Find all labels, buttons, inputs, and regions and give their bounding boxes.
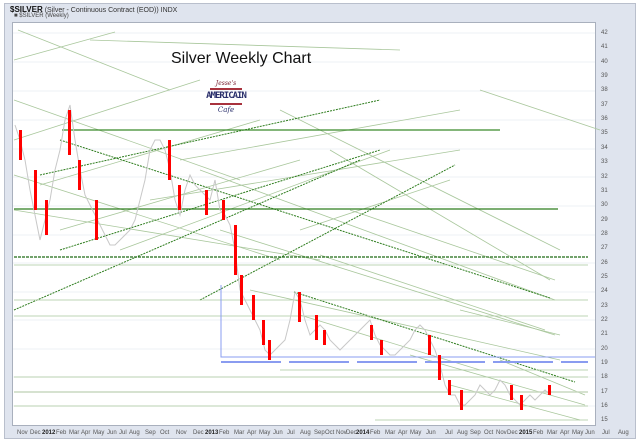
x-tick: Jul [602, 430, 610, 436]
x-tick: Apr [398, 430, 408, 436]
x-tick: Apr [560, 430, 570, 436]
y-tick: 23 [601, 303, 608, 309]
logo-bar-top [210, 88, 242, 90]
y-tick: 36 [601, 116, 608, 122]
x-tick: Jun [273, 430, 283, 436]
x-tick: Mar [385, 430, 396, 436]
y-tick: 27 [601, 245, 608, 251]
x-tick-year: 2015 [519, 430, 533, 436]
x-tick: Feb [56, 430, 67, 436]
x-tick-year: 2013 [205, 430, 219, 436]
x-tick: Jul [119, 430, 127, 436]
y-tick: 31 [601, 188, 608, 194]
x-tick: Jun [426, 430, 436, 436]
y-tick: 16 [601, 403, 608, 409]
y-tick: 20 [601, 346, 608, 352]
x-tick: Dec [193, 430, 204, 436]
y-tick: 32 [601, 174, 608, 180]
x-tick: Jul [287, 430, 295, 436]
x-tick: Mar [69, 430, 80, 436]
y-tick: 30 [601, 202, 608, 208]
x-tick: Mar [234, 430, 245, 436]
americain-cafe-logo: Jesse's AMERICAIN Cafe [206, 80, 247, 122]
y-tick: 37 [601, 102, 608, 108]
y-tick: 40 [601, 59, 608, 65]
x-tick: Mar [547, 430, 558, 436]
x-tick: May [93, 430, 105, 436]
x-tick: Oct [160, 430, 170, 436]
x-tick: May [259, 430, 271, 436]
x-tick: Sep [470, 430, 481, 436]
x-tick: Aug [300, 430, 311, 436]
y-tick: 38 [601, 87, 608, 93]
y-tick: 17 [601, 389, 608, 395]
x-tick: Jul [445, 430, 453, 436]
x-tick: Sep [314, 430, 325, 436]
x-tick: Dec [507, 430, 518, 436]
x-tick: Oct [484, 430, 494, 436]
y-tick: 42 [601, 30, 608, 36]
x-tick: Jun [107, 430, 117, 436]
x-tick: Nov [496, 430, 507, 436]
x-tick: Dec [30, 430, 41, 436]
x-tick: Oct [325, 430, 335, 436]
y-tick: 39 [601, 73, 608, 79]
chart-title: Silver Weekly Chart [171, 50, 312, 67]
symbol-description: (Silver - Continuous Contract (EOD)) IND… [44, 7, 178, 14]
x-tick: Sep [145, 430, 156, 436]
candles [14, 104, 551, 410]
chart-header: $SILVER (Silver - Continuous Contract (E… [10, 5, 177, 14]
y-tick: 35 [601, 130, 608, 136]
y-tick: 15 [601, 417, 608, 423]
x-tick: Apr [247, 430, 257, 436]
y-tick: 18 [601, 374, 608, 380]
y-tick: 25 [601, 274, 608, 280]
x-tick: Nov [17, 430, 28, 436]
y-tick: 34 [601, 145, 608, 151]
y-tick: 28 [601, 231, 608, 237]
logo-line1: Jesse's [215, 80, 237, 87]
y-tick: 33 [601, 159, 608, 165]
x-tick-year: 2014 [356, 430, 370, 436]
y-tick: 29 [601, 217, 608, 223]
x-tick: Aug [457, 430, 468, 436]
x-tick: Nov [336, 430, 347, 436]
x-tick: Aug [618, 430, 629, 436]
y-tick: 26 [601, 260, 608, 266]
x-tick: Feb [370, 430, 381, 436]
x-tick: Nov [176, 430, 187, 436]
x-tick: May [572, 430, 584, 436]
series-legend: ■ $SILVER (Weekly) [14, 13, 69, 19]
x-tick-year: 2012 [42, 430, 56, 436]
support-box [220, 285, 595, 363]
x-tick: May [410, 430, 422, 436]
y-tick: 24 [601, 288, 608, 294]
x-tick: Apr [81, 430, 91, 436]
dark-trendlines [13, 99, 576, 383]
logo-bar-bottom [210, 103, 242, 105]
y-tick: 19 [601, 360, 608, 366]
y-tick: 21 [601, 331, 608, 337]
logo-line3: Cafe [217, 106, 235, 114]
x-tick: Aug [129, 430, 140, 436]
symbol: $SILVER [10, 5, 43, 14]
legend-label: $SILVER (Weekly) [19, 13, 69, 19]
x-tick: Feb [533, 430, 544, 436]
y-tick: 41 [601, 44, 608, 50]
x-tick: Jun [585, 430, 595, 436]
gridlines [13, 32, 595, 407]
logo-line2: AMERICAIN [206, 91, 247, 101]
y-tick: 22 [601, 317, 608, 323]
x-tick: Feb [219, 430, 230, 436]
x-tick: Dec [346, 430, 357, 436]
plot-area[interactable] [12, 22, 596, 426]
